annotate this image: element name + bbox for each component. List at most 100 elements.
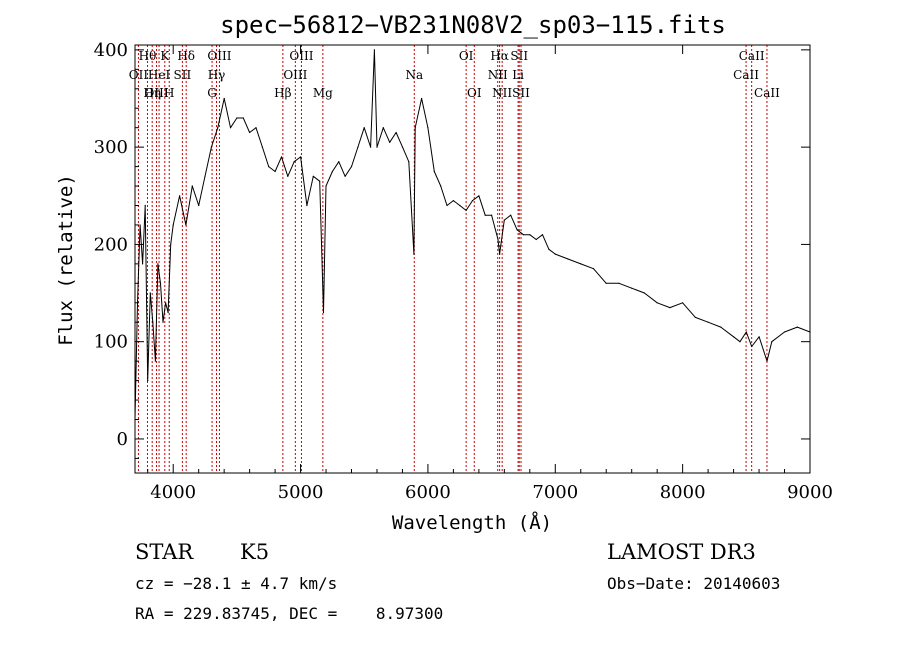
flux-point	[414, 127, 416, 129]
y-tick-label: 100	[94, 332, 128, 353]
flux-point	[255, 127, 257, 129]
line-label: OI	[459, 49, 474, 63]
line-label: CaII	[739, 49, 765, 63]
y-axis-label: Flux (relative)	[55, 174, 77, 346]
flux-point	[142, 263, 144, 265]
flux-point	[452, 200, 454, 202]
line-label: CaII	[754, 86, 780, 100]
line-label: OIII	[144, 86, 168, 100]
flux-point	[433, 170, 435, 173]
object-subclass: K5	[240, 540, 269, 564]
flux-point	[745, 331, 747, 333]
flux-point	[152, 321, 154, 323]
redshift-cz: cz = −28.1 ± 4.7 km/s	[135, 574, 337, 593]
x-tick-label: 5000	[278, 482, 324, 503]
line-label: CaII	[733, 68, 759, 82]
flux-point	[170, 243, 172, 245]
line-label: K	[160, 49, 170, 63]
flux-point	[580, 263, 582, 265]
flux-point	[656, 302, 658, 304]
flux-point	[389, 141, 391, 143]
flux-point	[459, 204, 461, 207]
line-label: OI	[467, 86, 482, 100]
flux-point	[306, 204, 308, 207]
flux-point	[261, 146, 263, 148]
x-tick-label: 9000	[787, 482, 833, 503]
flux-point	[427, 127, 429, 129]
survey-name: LAMOST DR3	[607, 540, 756, 564]
x-tick-label: 8000	[660, 482, 706, 503]
flux-point	[499, 253, 501, 255]
flux-point	[733, 336, 735, 338]
line-label: Hα	[490, 49, 509, 63]
flux-point	[287, 175, 289, 177]
flux-point	[185, 224, 187, 226]
flux-point	[529, 234, 531, 236]
flux-point	[497, 238, 499, 241]
flux-point	[319, 180, 321, 182]
x-axis-label: Wavelength (Å)	[392, 511, 552, 534]
line-label: Mg	[313, 86, 333, 100]
flux-point	[172, 224, 174, 226]
flux-point	[370, 146, 372, 148]
flux-point	[217, 127, 219, 129]
line-label: OIII	[289, 49, 313, 63]
line-label: Hδ	[177, 49, 195, 63]
flux-point	[210, 146, 212, 148]
flux-point	[293, 161, 295, 163]
flux-point	[274, 170, 276, 173]
flux-point	[165, 302, 167, 304]
flux-point	[421, 97, 423, 100]
y-tick-label: 0	[117, 429, 128, 450]
line-label: G	[207, 86, 217, 100]
flux-point	[139, 224, 141, 226]
y-tick-label: 200	[94, 234, 128, 255]
plot-frame	[134, 44, 811, 474]
flux-point	[758, 336, 760, 338]
line-label: Hγ	[208, 68, 226, 82]
flux-point	[236, 117, 238, 119]
flux-point	[144, 204, 146, 207]
flux-point	[413, 253, 415, 255]
flux-point	[605, 282, 607, 284]
flux-point	[796, 326, 798, 328]
flux-point	[363, 127, 365, 129]
flux-point	[771, 341, 773, 343]
flux-point	[484, 214, 486, 216]
flux-series-line	[134, 49, 811, 420]
flux-point	[548, 248, 550, 250]
flux-series-layer	[134, 49, 811, 421]
flux-point	[643, 292, 646, 294]
line-label: Hη	[143, 86, 161, 100]
flux-point	[471, 200, 474, 202]
flux-point	[179, 195, 181, 197]
y-axis-ticks: 0 100 200 300 400	[94, 40, 810, 459]
line-label: SII	[512, 86, 530, 100]
flux-point	[478, 195, 480, 197]
flux-point	[446, 204, 448, 207]
flux-point	[229, 127, 232, 129]
flux-point	[154, 360, 156, 362]
flux-point	[167, 311, 169, 314]
line-label: Hθ	[139, 49, 157, 63]
flux-point	[242, 117, 244, 119]
flux-point	[322, 311, 325, 314]
flux-point	[516, 229, 518, 231]
flux-point	[465, 209, 467, 211]
flux-point	[280, 156, 283, 158]
y-tick-label: 300	[94, 137, 128, 158]
flux-point	[338, 161, 340, 163]
emission-lines-layer	[137, 45, 768, 473]
flux-point	[312, 175, 314, 177]
flux-point	[522, 234, 525, 236]
flux-point	[331, 170, 333, 173]
flux-point	[491, 214, 493, 216]
line-label: SII	[510, 49, 528, 63]
flux-point	[783, 331, 786, 333]
flux-point	[191, 185, 193, 187]
line-label: NII	[488, 68, 508, 82]
flux-point	[149, 292, 151, 294]
flux-point	[631, 287, 633, 289]
object-class: STAR	[135, 540, 194, 564]
